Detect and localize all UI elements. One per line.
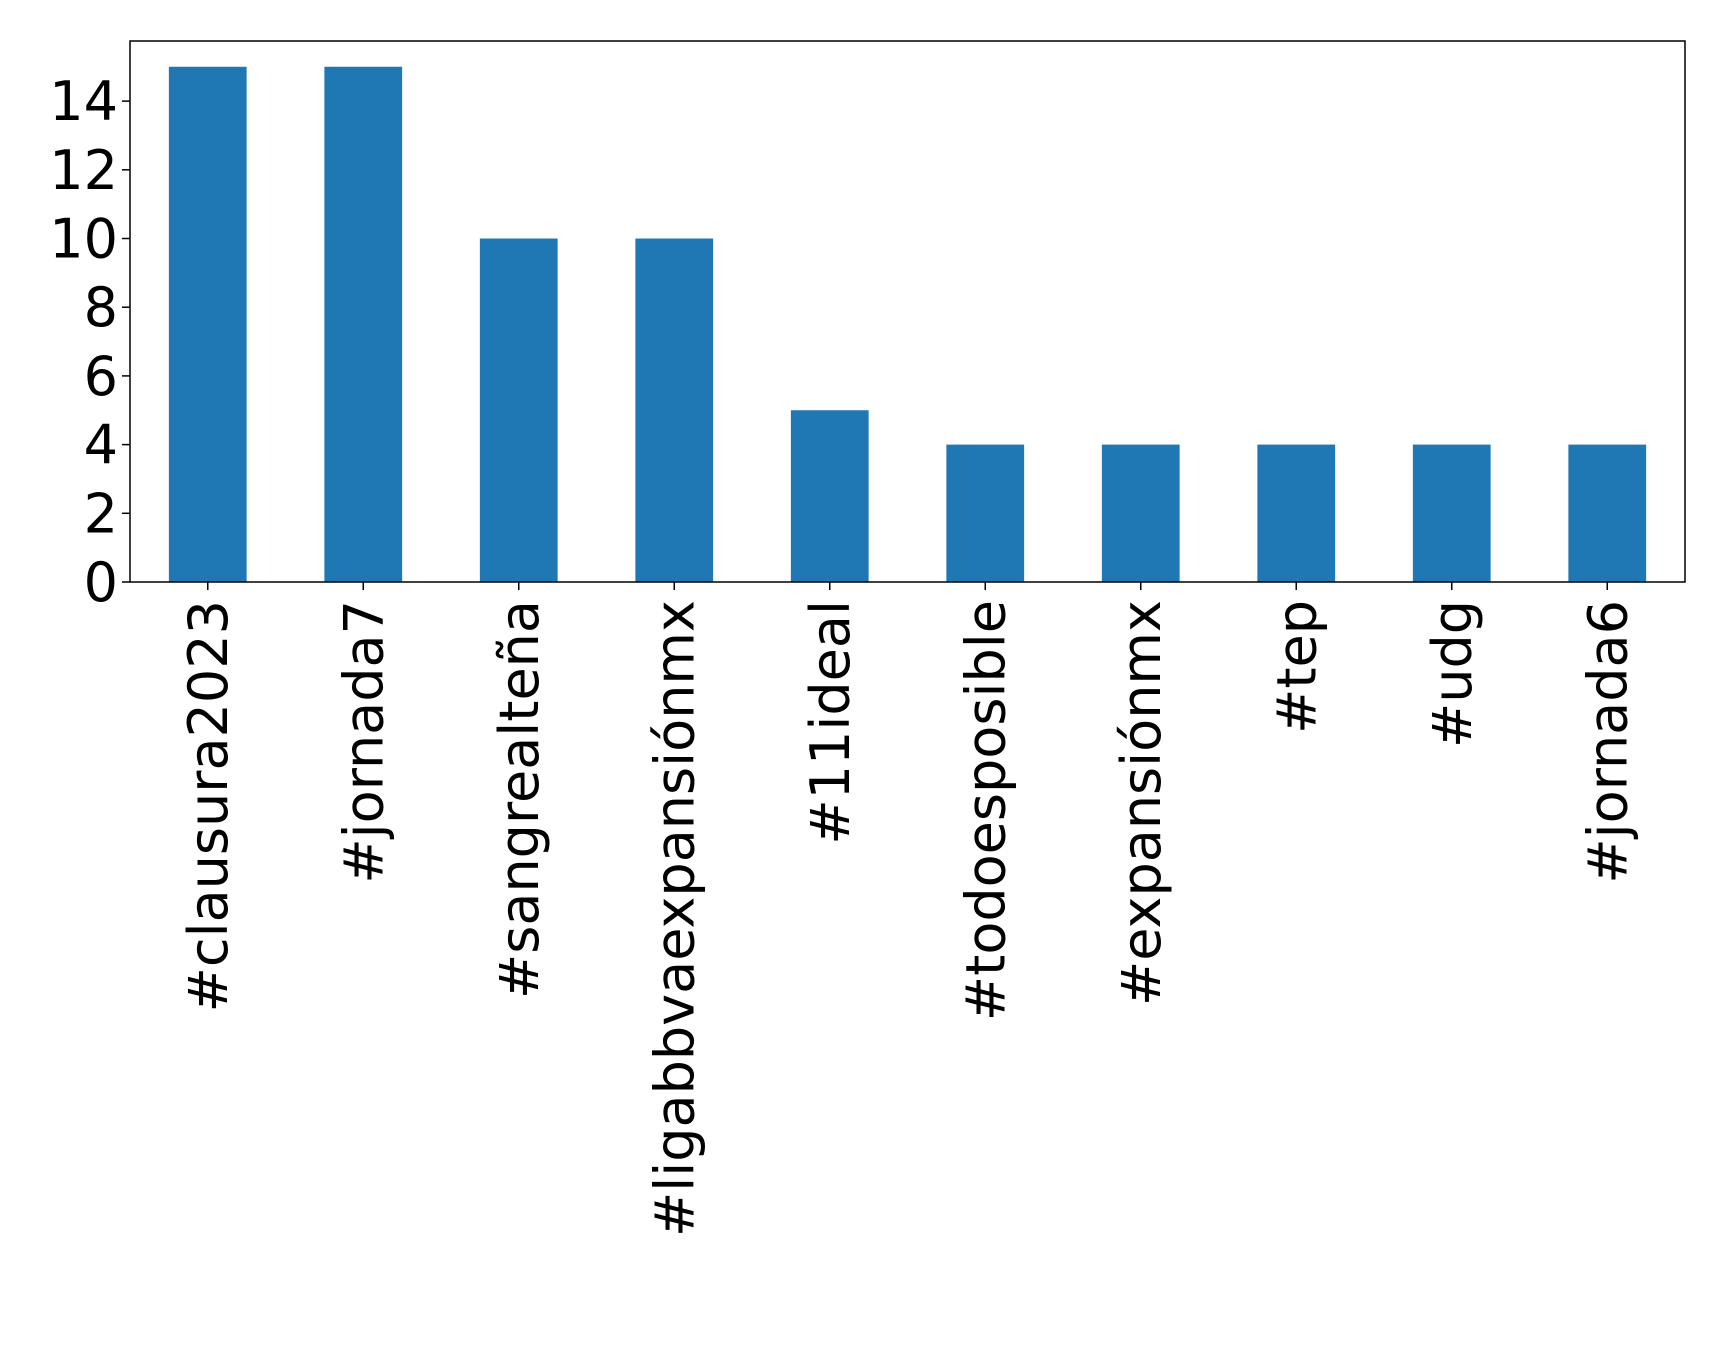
- y-tick-label: 4: [84, 414, 118, 477]
- x-axis: #clausura2023 #jornada7 #sangrealteña #liga…: [177, 582, 1639, 1237]
- x-tick-label: #jornada7: [332, 600, 395, 884]
- y-tick-label: 14: [49, 70, 118, 133]
- bar-2: [479, 238, 558, 582]
- bar-7: [1257, 444, 1336, 582]
- bar-8: [1412, 444, 1491, 582]
- y-tick-label: 6: [84, 345, 118, 408]
- bar-4: [790, 410, 869, 582]
- bar-3: [635, 238, 714, 582]
- bar-6: [1101, 444, 1180, 582]
- y-tick-label: 10: [49, 208, 118, 271]
- x-tick-label: #tep: [1265, 600, 1328, 734]
- x-tick-label: #11ideal: [799, 600, 862, 845]
- plot-frame: [129, 40, 1686, 583]
- bar-5: [946, 444, 1025, 582]
- x-tick-label: #sangrealteña: [488, 600, 551, 999]
- bar-9: [1568, 444, 1647, 582]
- bars-group: [168, 66, 1647, 582]
- y-tick-label: 0: [84, 551, 118, 614]
- x-tick-label: #jornada6: [1576, 600, 1639, 884]
- y-tick-label: 2: [84, 482, 118, 545]
- bar-1: [324, 66, 403, 582]
- y-tick-label: 8: [84, 276, 118, 339]
- y-tick-label: 12: [49, 139, 118, 202]
- x-tick-label: #clausura2023: [177, 600, 240, 1012]
- bar-0: [168, 66, 247, 582]
- x-tick-label: #ligabbvaexpansiónmx: [643, 600, 706, 1237]
- x-tick-label: #udg: [1421, 600, 1484, 748]
- x-tick-label: #todoesposible: [954, 600, 1017, 1021]
- x-tick-label: #expansiónmx: [1110, 600, 1173, 1006]
